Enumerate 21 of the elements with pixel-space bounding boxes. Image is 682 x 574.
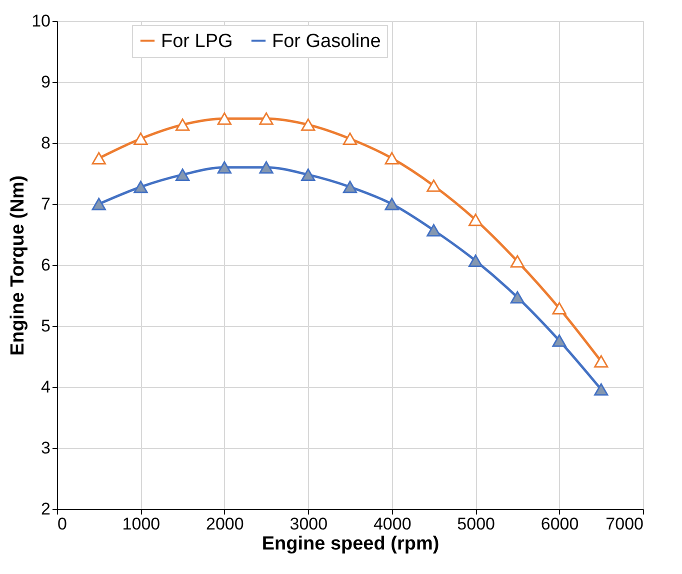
- y-axis-title: Engine Torque (Nm): [8, 175, 29, 356]
- x-axis-title: Engine speed (rpm): [262, 534, 440, 554]
- x-tick-label: 1000: [122, 514, 160, 534]
- y-tick-label: 4: [41, 378, 50, 396]
- y-tick-label: 6: [41, 256, 50, 274]
- y-tick-label: 9: [41, 72, 50, 92]
- y-tick-label: 10: [32, 12, 50, 30]
- x-tick-label: 4000: [373, 514, 412, 534]
- x-tick-label: 6000: [540, 514, 579, 534]
- y-tick-label: 3: [41, 438, 50, 458]
- legend-label: For Gasoline: [272, 30, 381, 52]
- y-tick-label: 2: [41, 500, 50, 518]
- x-tick-label: 2000: [206, 514, 244, 534]
- x-tick-label: 0: [58, 514, 67, 534]
- x-tick-label: 5000: [457, 514, 495, 534]
- y-tick-label: 7: [41, 194, 50, 214]
- legend-label: For LPG: [161, 30, 233, 52]
- y-tick-label: 8: [41, 134, 50, 152]
- x-tick-label: 7000: [606, 514, 644, 534]
- y-tick-label: 5: [41, 316, 50, 336]
- x-tick-label: 3000: [290, 514, 328, 534]
